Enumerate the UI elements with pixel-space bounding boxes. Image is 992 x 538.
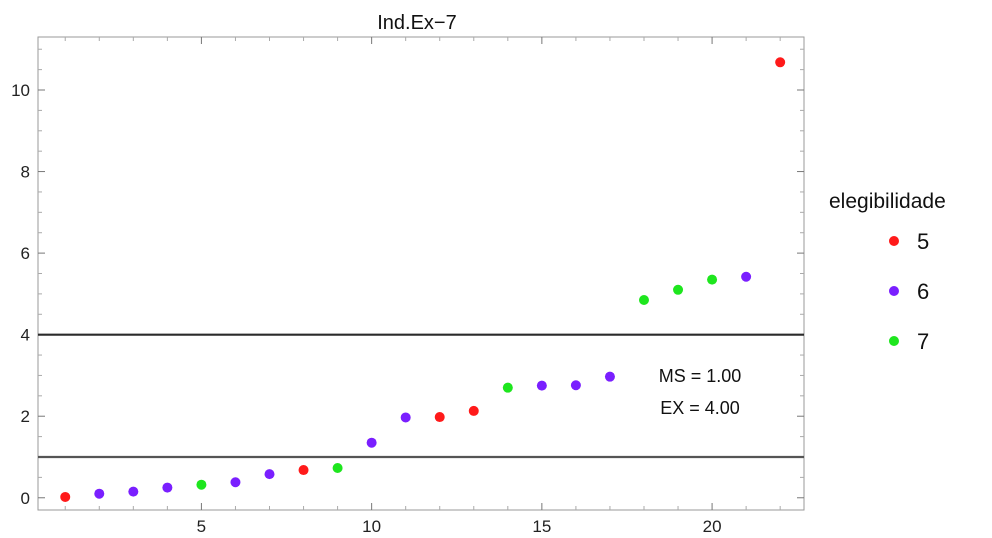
legend-entries: 5 6 7	[889, 229, 929, 354]
data-point-7	[332, 463, 343, 474]
data-point-6	[570, 380, 581, 391]
y-tick-label: 4	[21, 326, 30, 345]
data-point-7	[707, 274, 718, 285]
x-tick-label: 20	[703, 517, 722, 536]
plot-frame	[37, 36, 805, 511]
data-point-5	[775, 57, 786, 68]
chart-title: Ind.Ex−7	[377, 12, 457, 34]
legend-title: elegibilidade	[829, 190, 946, 213]
annotation-ms: MS = 1.00	[659, 366, 742, 386]
data-points	[60, 57, 786, 502]
reference-lines	[38, 333, 804, 459]
x-tick-label: 15	[532, 517, 551, 536]
data-point-6	[230, 477, 241, 488]
legend-swatch-5	[889, 236, 899, 246]
major-ticks	[38, 37, 804, 510]
data-point-6	[128, 486, 139, 497]
data-point-7	[638, 295, 649, 306]
data-point-6	[162, 482, 173, 493]
legend-label-7: 7	[917, 329, 929, 354]
legend: elegibilidade 5 6 7	[829, 190, 946, 354]
plot-frame-group	[37, 36, 805, 511]
x-tick-label: 10	[362, 517, 381, 536]
legend-swatch-6	[889, 286, 899, 296]
data-point-5	[298, 465, 309, 476]
data-point-6	[264, 469, 275, 480]
data-point-7	[196, 479, 207, 490]
y-tick-label: 2	[21, 407, 30, 426]
x-tick-label: 5	[197, 517, 206, 536]
y-tick-labels: 0 2 4 6 8 10	[11, 81, 30, 508]
data-point-7	[673, 284, 684, 295]
y-tick-label: 6	[21, 244, 30, 263]
y-tick-label: 0	[21, 489, 30, 508]
y-tick-label: 8	[21, 163, 30, 182]
data-point-6	[604, 371, 615, 382]
minor-ticks	[38, 37, 804, 510]
data-point-6	[400, 412, 411, 423]
legend-swatch-7	[889, 336, 899, 346]
legend-label-5: 5	[917, 229, 929, 254]
data-point-5	[468, 405, 479, 416]
annotation-ex: EX = 4.00	[660, 398, 740, 418]
y-tick-label: 10	[11, 81, 30, 100]
data-point-5	[60, 491, 71, 502]
data-point-6	[366, 437, 377, 448]
x-tick-labels: 5 10 15 20	[197, 517, 722, 536]
legend-label-6: 6	[917, 279, 929, 304]
data-point-6	[741, 271, 752, 282]
data-point-6	[536, 380, 547, 391]
data-point-6	[94, 488, 105, 499]
data-point-7	[502, 382, 513, 393]
data-point-5	[434, 412, 445, 423]
